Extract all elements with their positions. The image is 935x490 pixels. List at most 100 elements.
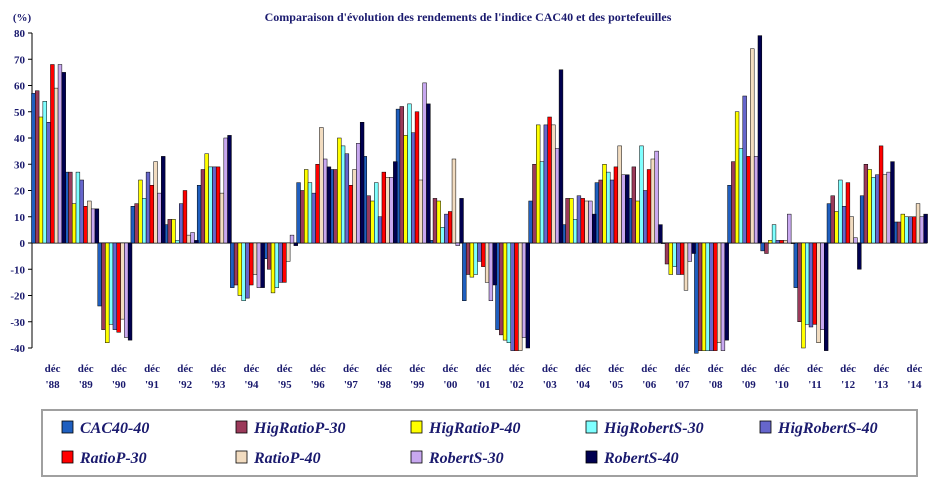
bar (801, 242, 806, 349)
legend-label: HigRatioP-40 (428, 420, 521, 437)
bar (738, 148, 744, 244)
bar (900, 213, 905, 244)
bar (731, 161, 736, 244)
x-tick-label-top: déc (442, 363, 458, 375)
legend-label: RobertS-30 (428, 450, 504, 467)
bar (841, 206, 847, 244)
x-tick-label-bottom: '14 (907, 379, 922, 391)
y-tick-label: 20 (14, 186, 26, 198)
legend-label: RatioP-40 (253, 450, 321, 467)
bar (436, 200, 441, 244)
bar (149, 185, 154, 244)
bar (746, 156, 751, 244)
bar (724, 242, 729, 341)
bar (502, 242, 508, 341)
bar (484, 242, 490, 283)
bar (212, 166, 217, 244)
x-tick-label-top: déc (78, 363, 94, 375)
x-tick-label-bottom: '89 (79, 379, 94, 391)
x-tick-label-top: déc (575, 363, 591, 375)
bar (664, 242, 670, 265)
bar (830, 195, 835, 244)
bar (771, 224, 777, 244)
bar (477, 242, 482, 262)
bar (256, 242, 262, 288)
x-tick-label-bottom: '98 (377, 379, 392, 391)
x-tick-label-bottom: '12 (841, 379, 856, 391)
bar (348, 185, 353, 244)
bar (153, 161, 158, 244)
x-tick-label-bottom: '94 (244, 379, 259, 391)
bar (127, 242, 133, 341)
bar (204, 153, 209, 244)
bar (31, 93, 36, 244)
bar (602, 164, 607, 244)
bar (915, 203, 921, 244)
bar (824, 242, 829, 351)
y-axis-label: (%) (13, 12, 32, 24)
x-tick-label-top: déc (343, 363, 359, 375)
bar (727, 185, 732, 244)
x-tick-label-bottom: '08 (709, 379, 724, 391)
bar (680, 242, 685, 275)
bar (227, 135, 232, 244)
bar (753, 156, 759, 244)
x-tick-label-bottom: '01 (476, 379, 490, 391)
bar (890, 161, 895, 244)
bar (267, 242, 272, 270)
bar (584, 200, 589, 244)
x-tick-label-top: déc (144, 363, 160, 375)
bar (539, 161, 545, 244)
bar (834, 211, 839, 244)
x-tick-label-top: déc (741, 363, 757, 375)
bar (713, 242, 718, 351)
bars (31, 35, 928, 354)
bar (694, 242, 699, 354)
bar (340, 145, 346, 244)
bar (407, 103, 412, 244)
y-tick-label: 40 (14, 133, 26, 145)
bar (643, 190, 648, 244)
bar (521, 242, 527, 338)
bar (551, 124, 556, 244)
bar (683, 242, 689, 291)
bar (580, 198, 585, 244)
x-tick-label-top: déc (774, 363, 790, 375)
bar (863, 164, 869, 244)
y-tick-label: -20 (10, 291, 25, 303)
bar (845, 182, 851, 244)
bar (621, 174, 626, 244)
bar (108, 242, 114, 325)
bar (867, 169, 872, 244)
bar (278, 242, 283, 283)
bar (215, 166, 221, 244)
bar (75, 171, 81, 244)
bar (167, 219, 172, 244)
bar (787, 213, 792, 244)
bar (116, 242, 121, 333)
bar (701, 242, 707, 351)
bar (576, 195, 582, 244)
y-tick-label: -10 (10, 264, 25, 276)
bar (923, 213, 928, 244)
y-tick-label: -30 (10, 317, 25, 329)
bar (134, 203, 139, 244)
x-tick-label-bottom: '11 (808, 379, 821, 391)
bar (68, 171, 73, 244)
bar (617, 145, 622, 244)
bar (547, 116, 552, 244)
bar (820, 242, 825, 330)
bar (241, 242, 246, 301)
y-tick-label: 60 (14, 81, 26, 93)
x-tick-label-bottom: '02 (510, 379, 525, 391)
legend-label: HigRobertS-40 (777, 420, 878, 437)
bar (650, 158, 655, 244)
chart-title: Comparaison d'évolution des rendements d… (265, 10, 672, 24)
bar (296, 182, 301, 244)
bar (326, 166, 332, 244)
legend-label: HigRatioP-30 (253, 420, 346, 437)
bar (440, 227, 445, 244)
y-tick-label: 50 (14, 107, 26, 119)
bar (631, 166, 636, 244)
